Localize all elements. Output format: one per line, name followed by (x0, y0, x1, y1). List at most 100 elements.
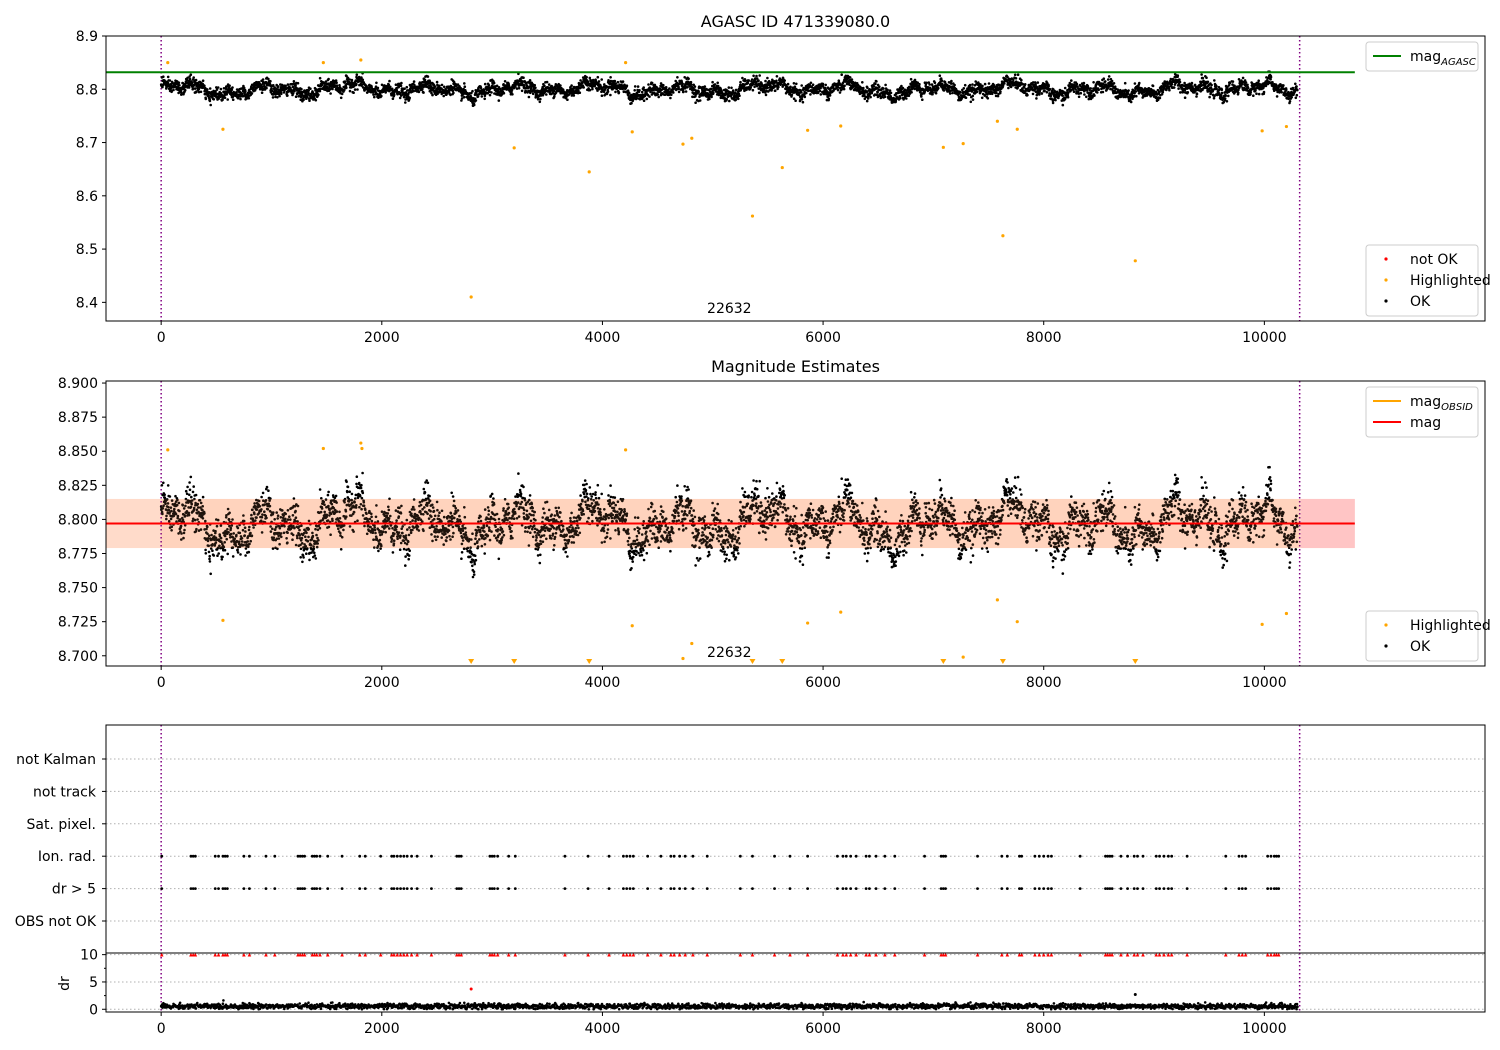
ok-point (1077, 92, 1081, 95)
ok-point (1051, 101, 1055, 105)
ok-point (1190, 81, 1194, 85)
mag-agasc-highlighted-point-12 (780, 165, 784, 170)
ok-point (539, 97, 542, 101)
ok-point (380, 94, 383, 98)
ok-point (520, 89, 524, 93)
ok-point (609, 93, 612, 97)
ok-point (795, 82, 798, 86)
ok-point (591, 78, 595, 82)
ok-point (1048, 87, 1052, 91)
ok-point (1107, 75, 1111, 78)
ok-point (1096, 91, 1099, 94)
mag-agasc-legend-1-label-1: Highlighted (1410, 273, 1491, 289)
ok-point (1026, 93, 1029, 97)
ok-point (916, 81, 919, 84)
ok-point (291, 92, 295, 95)
ok-point (1129, 100, 1133, 104)
ok-point (677, 87, 681, 91)
ok-point (757, 79, 760, 82)
ok-point (403, 87, 406, 90)
ok-point (909, 77, 913, 81)
ok-point (1156, 98, 1160, 101)
ok-point (1231, 80, 1235, 83)
ok-point (250, 92, 254, 95)
ok-point (872, 84, 875, 88)
ok-point (657, 95, 660, 99)
ok-point (1213, 94, 1216, 98)
ok-point (809, 81, 813, 85)
ok-point (190, 81, 194, 84)
ok-point (308, 99, 311, 102)
ok-point (670, 93, 673, 96)
ok-point (1077, 95, 1081, 99)
ok-point (876, 91, 879, 94)
ok-point (194, 493, 198, 497)
ok-point (1195, 95, 1198, 98)
ok-point (1215, 85, 1218, 88)
mag-agasc-ytick-label-3: 8.7 (76, 136, 98, 152)
ok-point (1083, 88, 1087, 92)
ok-point (734, 88, 738, 92)
ok-point (545, 80, 549, 84)
ok-point (725, 97, 728, 101)
ok-point (1063, 98, 1067, 101)
ok-point (1249, 93, 1252, 96)
ok-point (686, 86, 689, 89)
ok-point (398, 96, 402, 100)
ok-point (672, 91, 675, 94)
ok-point (951, 91, 954, 95)
ok-point (633, 85, 637, 88)
ok-point (545, 93, 548, 96)
ok-point (682, 90, 685, 94)
mag-agasc-ytick-label-0: 8.4 (76, 295, 98, 311)
ok-point (271, 89, 274, 93)
ok-point (728, 99, 731, 103)
mag-agasc-highlighted-point-9 (681, 142, 685, 146)
ok-point (447, 90, 451, 93)
ok-point (177, 81, 181, 84)
ok-point (1275, 95, 1279, 98)
ok-point (878, 85, 881, 88)
ok-point (1130, 92, 1134, 95)
ok-point (1049, 94, 1053, 98)
ok-point (603, 83, 606, 86)
ok-point (983, 94, 987, 97)
ok-point (1007, 86, 1010, 90)
ok-point (907, 94, 911, 97)
ok-point (201, 79, 205, 82)
ok-point (1294, 82, 1297, 86)
ok-point (1294, 96, 1298, 100)
ok-point (1179, 91, 1182, 94)
ok-point (226, 98, 229, 101)
ok-point (713, 83, 717, 86)
ok-point (971, 94, 975, 98)
ok-point (874, 82, 877, 86)
ok-point (913, 78, 917, 82)
ok-point (168, 495, 172, 498)
ok-point (1172, 86, 1176, 89)
ok-point (931, 91, 934, 94)
ok-point (430, 91, 433, 95)
ok-point (1224, 94, 1227, 98)
ok-point (1003, 82, 1006, 85)
ok-point (570, 94, 574, 97)
ok-point (162, 481, 165, 485)
ok-point (1061, 103, 1065, 107)
ok-point (717, 93, 721, 97)
ok-point (291, 85, 295, 89)
ok-point (821, 82, 825, 86)
ok-point (1161, 90, 1165, 94)
ok-point (716, 84, 720, 88)
ok-point (1287, 97, 1291, 101)
ok-point (212, 554, 216, 557)
ok-point (991, 91, 994, 94)
mag-agasc-highlighted-point-21 (1260, 129, 1264, 133)
ok-point (193, 87, 197, 90)
ok-point (466, 95, 470, 98)
ok-point (1211, 89, 1215, 92)
ok-point (402, 95, 406, 99)
ok-point (239, 97, 242, 101)
ok-point (1135, 94, 1138, 98)
ok-point (480, 95, 484, 98)
ok-point (997, 83, 1001, 87)
